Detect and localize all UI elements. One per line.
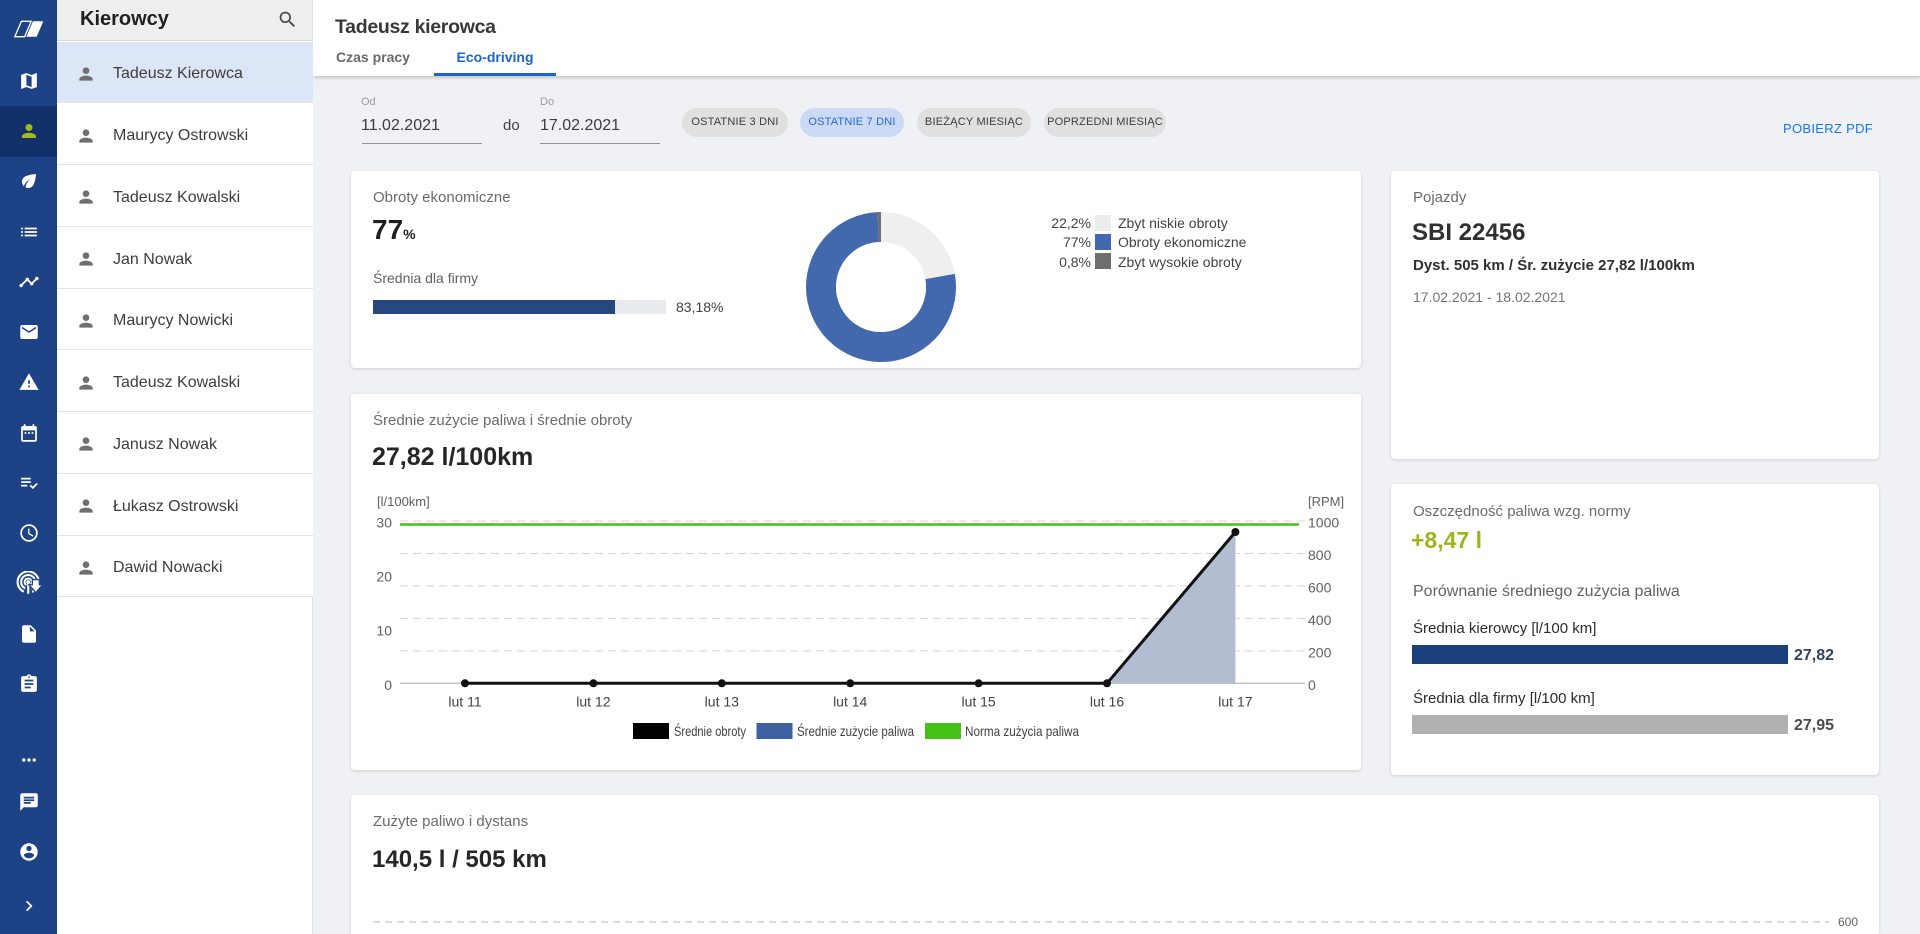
svg-text:600: 600 xyxy=(1308,579,1332,595)
svg-text:600: 600 xyxy=(1838,915,1858,929)
svg-text:200: 200 xyxy=(1308,644,1332,660)
svg-text:Średnie zużycie paliwa: Średnie zużycie paliwa xyxy=(797,722,914,739)
svg-text:1000: 1000 xyxy=(1308,515,1339,531)
svg-text:lut 13: lut 13 xyxy=(705,693,739,709)
svg-text:Norma zużycia paliwa: Norma zużycia paliwa xyxy=(965,723,1079,739)
svg-text:lut 14: lut 14 xyxy=(833,693,867,709)
svg-text:lut 17: lut 17 xyxy=(1218,693,1252,709)
svg-text:lut 15: lut 15 xyxy=(961,693,995,709)
svg-text:lut 16: lut 16 xyxy=(1090,693,1124,709)
svg-text:10: 10 xyxy=(376,623,392,639)
svg-text:0: 0 xyxy=(384,677,392,693)
svg-text:20: 20 xyxy=(376,569,392,585)
svg-text:0: 0 xyxy=(1308,677,1316,693)
svg-text:[l/100km]: [l/100km] xyxy=(377,494,430,509)
svg-text:30: 30 xyxy=(376,515,392,531)
svg-text:400: 400 xyxy=(1308,612,1332,628)
svg-text:[RPM]: [RPM] xyxy=(1308,494,1344,509)
svg-text:800: 800 xyxy=(1308,547,1332,563)
svg-text:lut 11: lut 11 xyxy=(448,693,481,709)
svg-text:lut 12: lut 12 xyxy=(576,693,610,709)
svg-text:Średnie obroty: Średnie obroty xyxy=(674,722,746,739)
